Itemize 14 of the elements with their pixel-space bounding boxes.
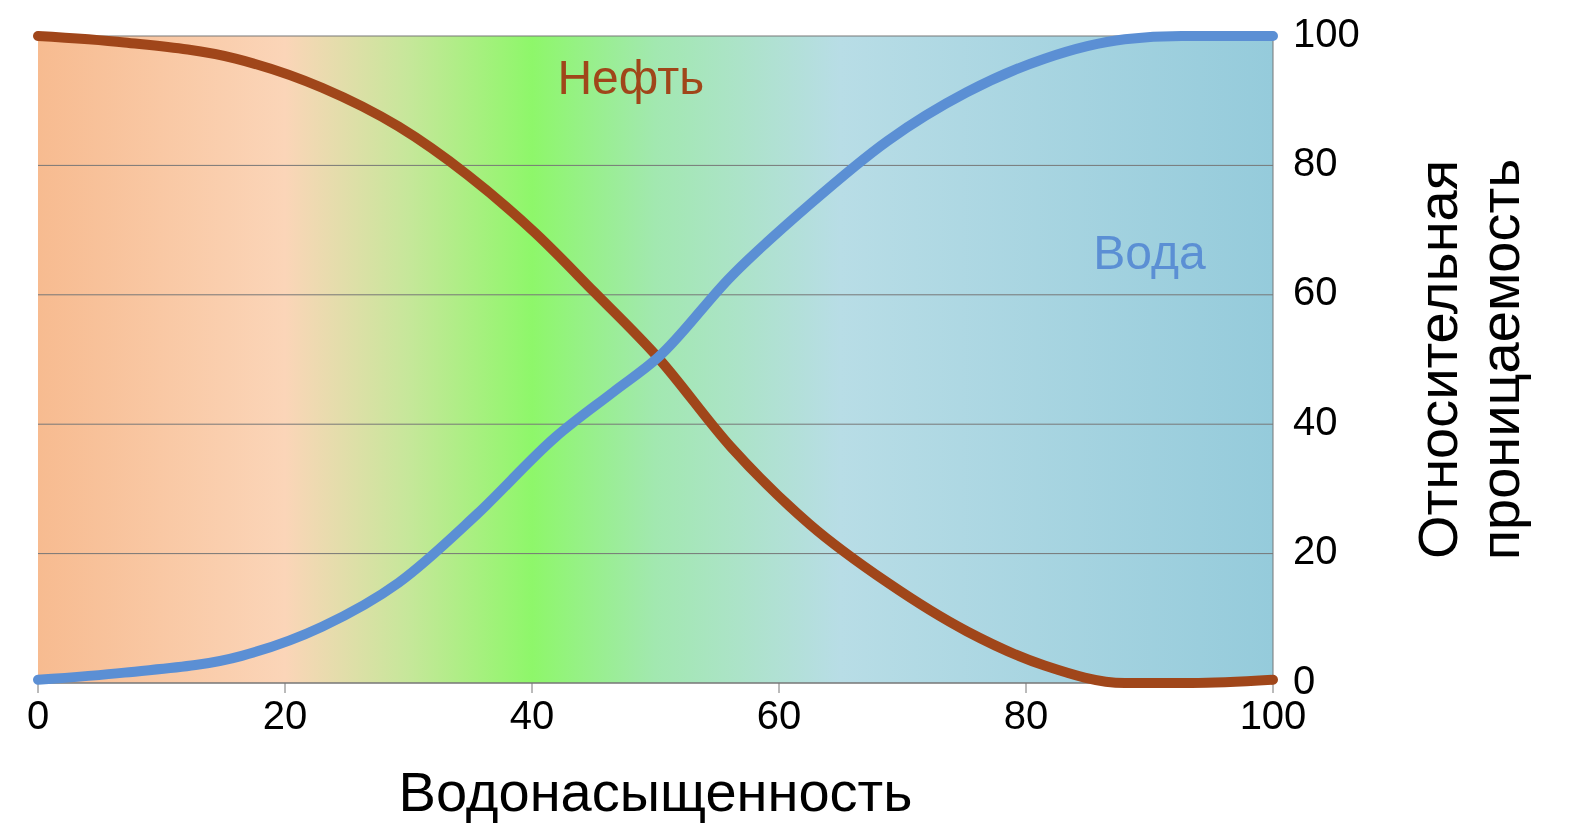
text: Вода <box>1093 225 1206 279</box>
x-tick-label: 60 <box>756 693 802 737</box>
y-tick-label: 80 <box>1293 139 1338 184</box>
y-axis-title: Относительная проницаемость <box>1406 158 1531 561</box>
x-tick-label: 0 <box>26 693 50 737</box>
y-tick-label: 20 <box>1293 528 1338 573</box>
x-axis-title: Водонасыщенность <box>398 760 913 823</box>
x-tick-label: 20 <box>262 693 308 737</box>
y-tick-label: 40 <box>1293 398 1338 443</box>
y-tick-label: 100 <box>1293 10 1360 55</box>
y-tick-label: 60 <box>1293 269 1338 314</box>
text: Нефть <box>557 50 705 104</box>
x-tick-label: 40 <box>509 693 555 737</box>
x-tick-label: 80 <box>1003 693 1049 737</box>
